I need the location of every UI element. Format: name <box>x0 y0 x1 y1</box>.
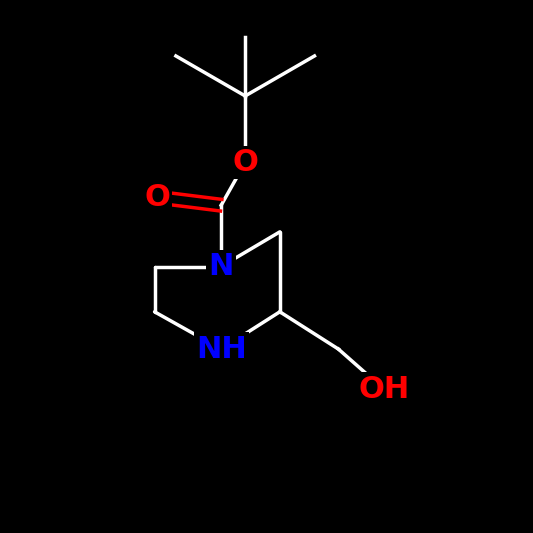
Text: O: O <box>232 148 258 177</box>
Text: O: O <box>144 183 170 212</box>
Text: NH: NH <box>196 335 247 364</box>
Text: OH: OH <box>358 375 409 403</box>
Text: N: N <box>208 252 234 281</box>
